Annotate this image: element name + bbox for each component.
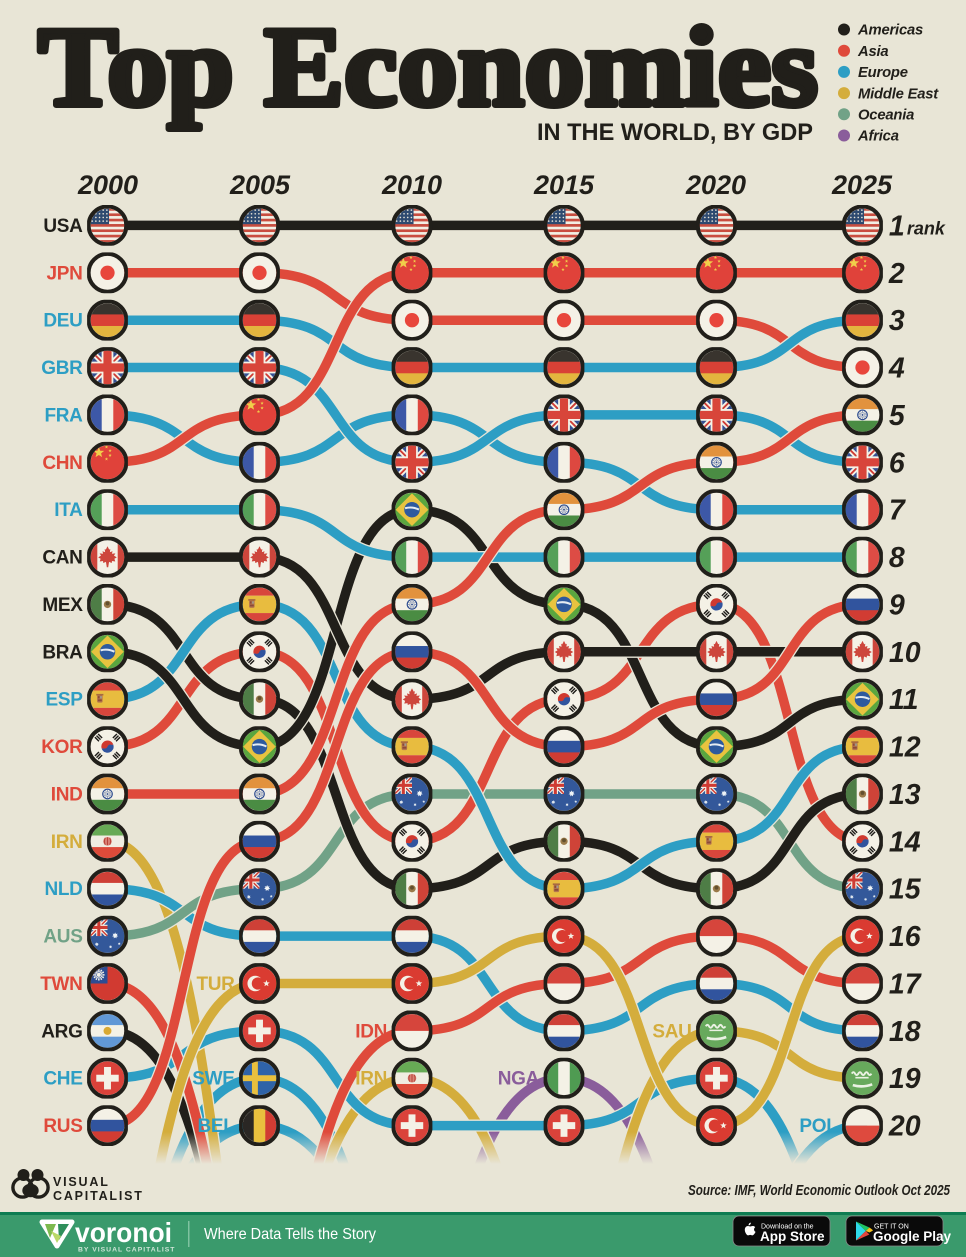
svg-text:2025: 2025 xyxy=(831,170,893,200)
svg-text:Middle East: Middle East xyxy=(858,86,939,102)
svg-text:IND: IND xyxy=(51,785,83,806)
svg-text:16: 16 xyxy=(889,921,921,953)
svg-text:18: 18 xyxy=(889,1016,921,1048)
svg-text:20: 20 xyxy=(888,1111,921,1143)
svg-text:NLD: NLD xyxy=(44,879,82,900)
svg-text:BRA: BRA xyxy=(42,642,83,663)
svg-text:Oceania: Oceania xyxy=(858,108,914,124)
svg-text:6: 6 xyxy=(889,447,905,479)
svg-text:SWE: SWE xyxy=(192,1069,234,1090)
svg-text:4: 4 xyxy=(888,353,905,385)
svg-text:Asia: Asia xyxy=(857,44,888,60)
svg-text:BY VISUAL CAPITALIST: BY VISUAL CAPITALIST xyxy=(78,1247,175,1254)
svg-text:8: 8 xyxy=(889,542,905,574)
svg-text:TWN: TWN xyxy=(40,974,82,995)
svg-text:2020: 2020 xyxy=(685,170,746,200)
svg-text:GBR: GBR xyxy=(41,358,83,379)
svg-text:TUR: TUR xyxy=(196,974,235,995)
svg-text:IRN: IRN xyxy=(355,1069,387,1090)
svg-text:1: 1 xyxy=(889,210,905,242)
svg-text:JPN: JPN xyxy=(47,263,83,284)
svg-text:MEX: MEX xyxy=(42,595,83,616)
svg-text:15: 15 xyxy=(889,874,922,906)
svg-text:CAPITALIST: CAPITALIST xyxy=(53,1189,144,1203)
svg-text:GET IT ON: GET IT ON xyxy=(874,1224,909,1231)
svg-text:AUS: AUS xyxy=(43,927,82,948)
svg-text:2015: 2015 xyxy=(533,170,595,200)
svg-text:2: 2 xyxy=(888,258,905,290)
svg-text:IDN: IDN xyxy=(355,1021,387,1042)
svg-text:14: 14 xyxy=(889,826,921,858)
svg-text:ESP: ESP xyxy=(45,690,83,711)
svg-text:SAU: SAU xyxy=(652,1021,691,1042)
svg-text:VISUAL: VISUAL xyxy=(53,1175,110,1189)
svg-text:13: 13 xyxy=(889,779,921,811)
svg-text:App Store: App Store xyxy=(760,1229,825,1244)
svg-text:12: 12 xyxy=(889,732,921,764)
svg-text:FRA: FRA xyxy=(44,405,83,426)
svg-text:19: 19 xyxy=(889,1063,921,1095)
svg-text:ITA: ITA xyxy=(54,500,83,521)
svg-text:voronoi: voronoi xyxy=(75,1217,172,1248)
svg-text:3: 3 xyxy=(889,305,905,337)
svg-text:2000: 2000 xyxy=(77,170,138,200)
svg-text:11: 11 xyxy=(889,684,919,716)
svg-text:Google Play: Google Play xyxy=(873,1229,952,1244)
svg-text:CHE: CHE xyxy=(43,1069,82,1090)
svg-text:DEU: DEU xyxy=(43,311,82,332)
svg-text:rank: rank xyxy=(907,218,946,238)
svg-text:2010: 2010 xyxy=(381,170,442,200)
svg-text:Top Economies: Top Economies xyxy=(38,5,818,130)
svg-text:RUS: RUS xyxy=(43,1116,82,1137)
svg-text:USA: USA xyxy=(43,216,83,237)
svg-text:Americas: Americas xyxy=(857,23,923,39)
svg-text:IRN: IRN xyxy=(51,832,83,853)
svg-text:Source: IMF, World Economic Ou: Source: IMF, World Economic Outlook Oct … xyxy=(688,1182,951,1199)
svg-text:5: 5 xyxy=(889,400,906,432)
svg-text:NGA: NGA xyxy=(498,1069,540,1090)
svg-text:Where Data Tells the Story: Where Data Tells the Story xyxy=(204,1226,376,1243)
svg-text:Europe: Europe xyxy=(858,65,908,81)
svg-text:2005: 2005 xyxy=(229,170,291,200)
svg-text:KOR: KOR xyxy=(41,737,83,758)
svg-text:Download on the: Download on the xyxy=(761,1224,814,1231)
svg-text:ARG: ARG xyxy=(41,1021,82,1042)
svg-text:9: 9 xyxy=(889,589,905,621)
svg-text:10: 10 xyxy=(889,637,921,669)
svg-text:IN THE WORLD, BY GDP: IN THE WORLD, BY GDP xyxy=(537,119,813,146)
svg-text:17: 17 xyxy=(889,969,922,1001)
svg-text:Africa: Africa xyxy=(857,129,899,145)
svg-text:BEL: BEL xyxy=(197,1116,235,1137)
svg-text:CHN: CHN xyxy=(42,453,82,474)
svg-text:POL: POL xyxy=(799,1116,838,1137)
svg-text:CAN: CAN xyxy=(42,548,82,569)
svg-text:7: 7 xyxy=(889,495,906,527)
